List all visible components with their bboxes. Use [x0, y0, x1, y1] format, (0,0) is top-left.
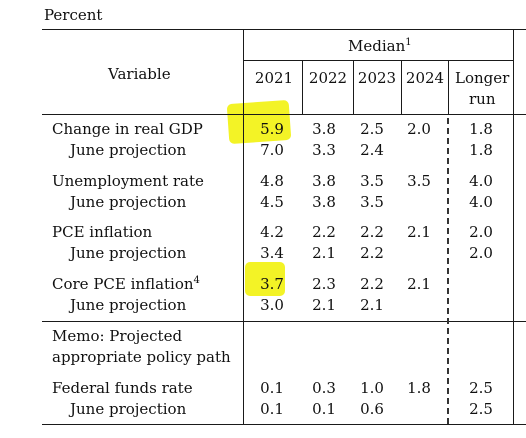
cell-gdp-june-2021: 7.0: [260, 141, 284, 159]
cell-fed-2021: 0.1: [260, 379, 284, 397]
cell-core-2024: 2.1: [407, 275, 431, 293]
cell-pce-june-longer-run: 2.0: [469, 244, 493, 262]
cell-unemp-2021: 4.8: [260, 172, 284, 190]
row-label-fed-funds-june: June projection: [70, 400, 187, 418]
cell-unemp-june-2023: 3.5: [360, 193, 384, 211]
cell-core-2023: 2.2: [360, 275, 384, 293]
col-divider-2024: [448, 60, 449, 114]
cell-gdp-june-longer-run: 1.8: [469, 141, 493, 159]
year-2022-header: 2022: [308, 69, 348, 87]
row-label-core-pce: Core PCE inflation4: [52, 275, 200, 293]
cell-core-june-2021: 3.0: [260, 296, 284, 314]
cell-pce-june-2021: 3.4: [260, 244, 284, 262]
cell-pce-2024: 2.1: [407, 223, 431, 241]
longer-run-header-line2: run: [469, 90, 496, 108]
cell-gdp-longer-run: 1.8: [469, 120, 493, 138]
row-label-gdp-june: June projection: [70, 141, 187, 159]
cell-gdp-2021: 5.9: [260, 120, 284, 138]
cell-gdp-2024: 2.0: [407, 120, 431, 138]
longer-run-dashed-divider: [447, 118, 449, 424]
cell-core-2021: 3.7: [260, 275, 284, 293]
memo-line1: Memo: Projected: [52, 327, 183, 345]
row-label-fed-funds: Federal funds rate: [52, 379, 193, 397]
cell-core-2022: 2.3: [312, 275, 336, 293]
median-subrule: [243, 60, 513, 61]
cell-pce-june-2023: 2.2: [360, 244, 384, 262]
col-divider-2021: [302, 60, 303, 114]
cell-gdp-june-2022: 3.3: [312, 141, 336, 159]
row-label-unemployment: Unemployment rate: [52, 172, 204, 190]
cell-fed-june-2023: 0.6: [360, 400, 384, 418]
year-2024-header: 2024: [405, 69, 445, 87]
table-bottom-rule: [42, 424, 526, 425]
highlight-core-2021: [245, 262, 285, 296]
cell-fed-june-longer-run: 2.5: [469, 400, 493, 418]
cell-unemp-2024: 3.5: [407, 172, 431, 190]
year-2023-header: 2023: [357, 69, 397, 87]
cell-fed-june-2021: 0.1: [260, 400, 284, 418]
median-header: Median1: [348, 37, 412, 55]
cell-pce-june-2022: 2.1: [312, 244, 336, 262]
variable-column-divider: [243, 29, 244, 424]
cell-pce-longer-run: 2.0: [469, 223, 493, 241]
cell-fed-june-2022: 0.1: [312, 400, 336, 418]
cell-fed-2024: 1.8: [407, 379, 431, 397]
cell-unemp-longer-run: 4.0: [469, 172, 493, 190]
row-label-gdp: Change in real GDP: [52, 120, 203, 138]
row-label-unemployment-june: June projection: [70, 193, 187, 211]
row-label-pce: PCE inflation: [52, 223, 153, 241]
unit-label: Percent: [44, 6, 103, 24]
table-top-rule: [42, 29, 526, 30]
cell-gdp-june-2023: 2.4: [360, 141, 384, 159]
cell-unemp-june-longer-run: 4.0: [469, 193, 493, 211]
row-label-core-pce-june: June projection: [70, 296, 187, 314]
cell-unemp-2023: 3.5: [360, 172, 384, 190]
memo-line2: appropriate policy path: [52, 348, 231, 366]
cell-unemp-june-2021: 4.5: [260, 193, 284, 211]
cell-pce-2021: 4.2: [260, 223, 284, 241]
cell-core-june-2023: 2.1: [360, 296, 384, 314]
cell-pce-2023: 2.2: [360, 223, 384, 241]
cell-gdp-2022: 3.8: [312, 120, 336, 138]
cell-fed-longer-run: 2.5: [469, 379, 493, 397]
cell-unemp-2022: 3.8: [312, 172, 336, 190]
cell-fed-2023: 1.0: [360, 379, 384, 397]
cell-fed-2022: 0.3: [312, 379, 336, 397]
cell-core-june-2022: 2.1: [312, 296, 336, 314]
header-rule: [42, 114, 526, 115]
col-divider-2023: [401, 60, 402, 114]
cell-pce-2022: 2.2: [312, 223, 336, 241]
cell-unemp-june-2022: 3.8: [312, 193, 336, 211]
memo-rule: [42, 321, 526, 322]
row-label-pce-june: June projection: [70, 244, 187, 262]
longer-run-header-line1: Longer: [455, 69, 510, 87]
cell-gdp-2023: 2.5: [360, 120, 384, 138]
right-table-edge: [513, 29, 514, 424]
year-2021-header: 2021: [254, 69, 294, 87]
variable-header: Variable: [108, 65, 171, 83]
col-divider-2022: [353, 60, 354, 114]
